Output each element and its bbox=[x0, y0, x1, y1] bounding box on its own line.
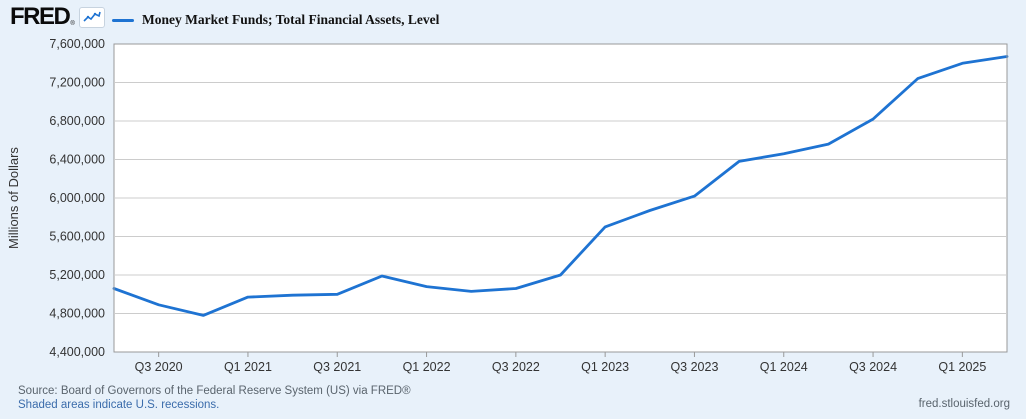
x-tick-label: Q3 2022 bbox=[492, 360, 540, 374]
x-tick-label: Q3 2021 bbox=[313, 360, 361, 374]
legend-series-label[interactable]: Money Market Funds; Total Financial Asse… bbox=[142, 12, 440, 27]
sparkline-chart-icon bbox=[78, 7, 105, 28]
x-tick-label: Q1 2024 bbox=[760, 360, 808, 374]
legend: Money Market Funds; Total Financial Asse… bbox=[112, 12, 439, 28]
x-tick-label: Q1 2025 bbox=[938, 360, 986, 374]
x-tick-label: Q3 2023 bbox=[670, 360, 718, 374]
x-tick-label: Q1 2023 bbox=[581, 360, 629, 374]
data-series-line[interactable] bbox=[112, 55, 1009, 317]
fred-logo-text: FRED bbox=[10, 3, 71, 30]
plot-border bbox=[113, 43, 1008, 353]
y-axis-title: Millions of Dollars bbox=[6, 147, 21, 249]
header: FRED ® bbox=[10, 3, 105, 30]
x-tick-label: Q3 2020 bbox=[135, 360, 183, 374]
fred-logo[interactable]: FRED ® bbox=[10, 3, 105, 30]
x-tick-label: Q3 2024 bbox=[849, 360, 897, 374]
y-tick-label: 5,200,000 bbox=[49, 268, 105, 282]
y-tick-label: 7,600,000 bbox=[49, 37, 105, 51]
source-text: Source: Board of Governors of the Federa… bbox=[18, 385, 411, 397]
footer: Source: Board of Governors of the Federa… bbox=[18, 384, 411, 412]
x-tick-label: Q1 2021 bbox=[224, 360, 272, 374]
y-tick-label: 6,400,000 bbox=[49, 153, 105, 167]
recession-note-link[interactable]: Shaded areas indicate U.S. recessions. bbox=[18, 399, 220, 411]
y-tick-label: 6,000,000 bbox=[49, 191, 105, 205]
x-tick-label: Q1 2022 bbox=[403, 360, 451, 374]
y-tick-label: 5,600,000 bbox=[49, 230, 105, 244]
y-tick-label: 4,400,000 bbox=[49, 345, 105, 359]
y-tick-label: 4,800,000 bbox=[49, 307, 105, 321]
legend-line-swatch bbox=[112, 18, 134, 22]
fred-site-url[interactable]: fred.stlouisfed.org bbox=[918, 398, 1010, 410]
y-tick-label: 6,800,000 bbox=[49, 114, 105, 128]
registered-trademark-symbol: ® bbox=[70, 21, 75, 27]
y-tick-label: 7,200,000 bbox=[49, 76, 105, 90]
